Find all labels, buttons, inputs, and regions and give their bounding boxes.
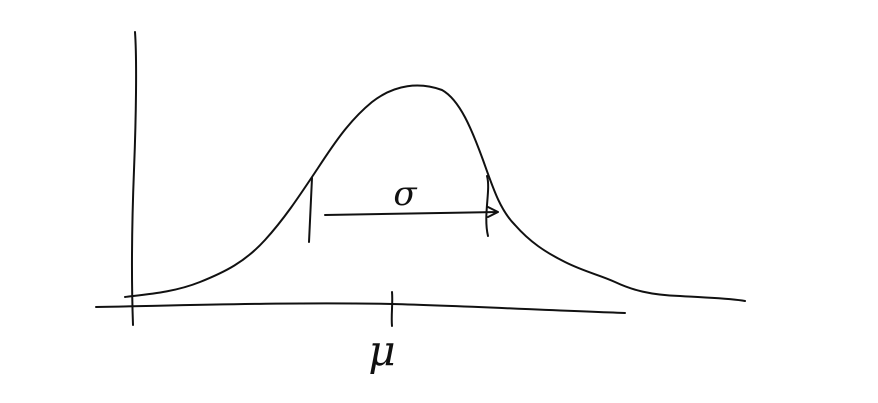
sigma-right-tick: [485, 175, 490, 237]
mean-label: μ: [368, 326, 395, 375]
x-axis: [95, 302, 626, 314]
sigma-label: σ: [393, 174, 417, 214]
sigma-left-tick: [308, 177, 313, 243]
distribution-curve: [124, 84, 746, 302]
y-axis: [130, 31, 138, 326]
mean-tick: [390, 291, 394, 327]
sigma-arrow: [324, 206, 499, 218]
